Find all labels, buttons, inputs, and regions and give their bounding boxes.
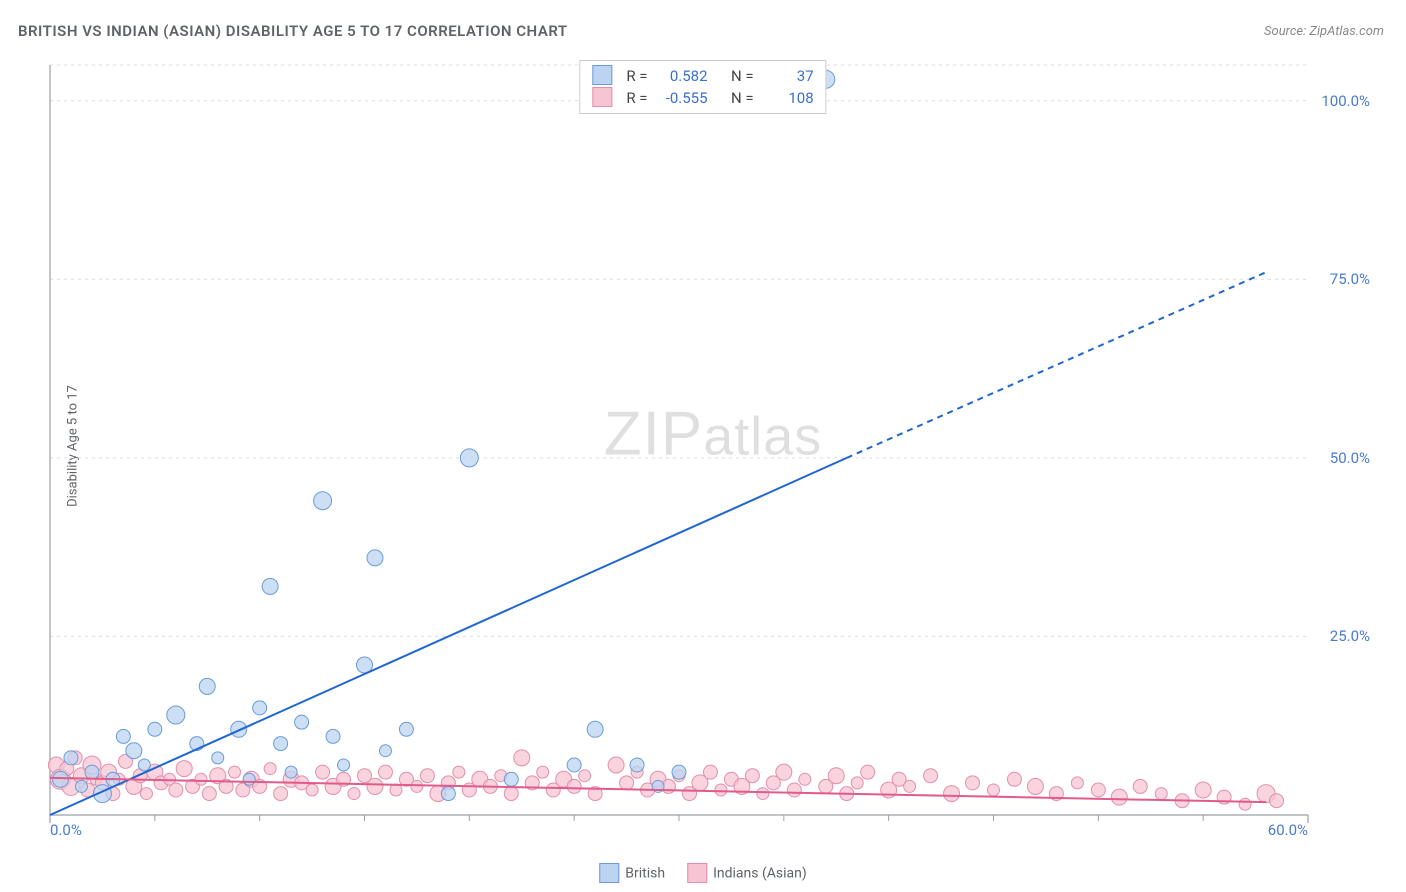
correlation-row: R =0.582 N =37: [592, 65, 813, 87]
y-tick-label: 75.0%: [1330, 270, 1370, 288]
chart-area: ZIPatlas 25.0%50.0%75.0%100.0% 0.0%60.0%: [48, 55, 1378, 845]
y-tick-label: 50.0%: [1330, 449, 1370, 467]
x-tick-label: 60.0%: [1268, 821, 1308, 839]
legend-label: Indians (Asian): [713, 866, 807, 882]
legend-item: Indians (Asian): [687, 864, 807, 884]
x-tick-label: 0.0%: [50, 821, 82, 839]
chart-title: BRITISH VS INDIAN (ASIAN) DISABILITY AGE…: [18, 22, 568, 40]
correlation-legend: R =0.582 N =37R =-0.555 N =108: [579, 60, 826, 114]
legend-label: British: [625, 866, 665, 882]
series-legend: British Indians (Asian): [599, 864, 806, 884]
legend-swatch: [687, 863, 707, 883]
y-tick-label: 25.0%: [1330, 627, 1370, 645]
legend-swatch: [592, 65, 612, 85]
legend-item: British: [599, 864, 665, 884]
y-tick-label: 100.0%: [1321, 92, 1370, 110]
legend-swatch: [599, 863, 619, 883]
correlation-row: R =-0.555 N =108: [592, 87, 813, 109]
legend-swatch: [592, 87, 612, 107]
chart-svg: [48, 55, 1378, 845]
source-label: Source: ZipAtlas.com: [1264, 24, 1384, 39]
